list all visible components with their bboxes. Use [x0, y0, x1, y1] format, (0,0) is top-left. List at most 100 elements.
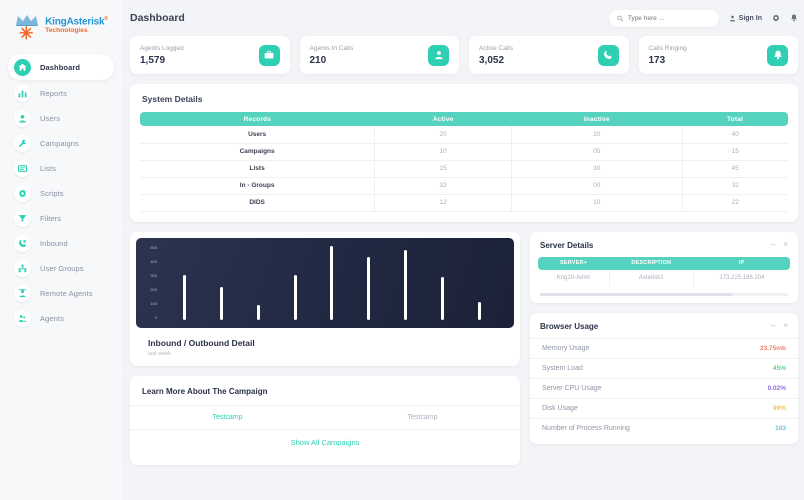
chart-bar [367, 257, 371, 320]
campaign-item-left[interactable]: Testcamp [212, 413, 243, 421]
cell-ip: 173.225.186.204 [719, 275, 765, 281]
usage-value: 0.02% [767, 384, 786, 392]
user-icon [14, 109, 31, 127]
stat-label: Agents In Calls [309, 44, 354, 52]
stat-card-calls-ringing[interactable]: Calls Ringing 173 [638, 36, 798, 74]
usage-row: Memory Usage 23.75mb [530, 337, 798, 358]
sidebar-item-users[interactable]: Users [8, 106, 114, 130]
campaigns-title: Learn More About The Campaign [142, 386, 268, 396]
browser-usage-list: Memory Usage 23.75mb System Load 45% Server … [530, 337, 798, 444]
usage-row: Server CPU Usage 0.02% [530, 377, 798, 398]
cell-total: 15 [682, 143, 788, 161]
search-box[interactable] [608, 9, 719, 27]
show-all-campaigns-link[interactable]: Show All Campaigns [130, 428, 520, 455]
column-description: DESCRIPTION [609, 256, 694, 270]
minimize-icon[interactable]: – [770, 240, 776, 249]
usage-value: 103 [775, 424, 786, 432]
sidebar-item-scripts[interactable]: Scripts [8, 181, 114, 205]
sidebar-label-campaigns: Campaigns [40, 138, 79, 148]
column-inactive: Inactive [511, 112, 682, 126]
notifications-button[interactable] [790, 14, 798, 22]
search-input[interactable] [627, 14, 711, 22]
sidebar: ✳ KingAsterisk® Technologies Dashboard R… [0, 0, 122, 500]
sidebar-item-remote-agents[interactable]: Remote Agents [8, 281, 114, 305]
table-header-row: SERVER+ DESCRIPTION IP [538, 256, 790, 270]
sidebar-item-inbound[interactable]: Inbound [8, 231, 114, 255]
stat-card-active-calls[interactable]: Active Calls 3,052 [469, 36, 629, 74]
page-title: Dashboard [130, 12, 185, 24]
users-group-icon [14, 259, 31, 277]
left-column: 500 400 300 200 100 0 Inbound / Outbound… [130, 231, 520, 465]
cell-active: 20 [374, 126, 513, 144]
bar-chart-icon [14, 84, 31, 102]
cell-total: 40 [682, 126, 788, 144]
wrench-icon [14, 134, 31, 152]
chart-bar [404, 249, 408, 320]
sidebar-item-user-groups[interactable]: User Groups [8, 256, 114, 280]
minimize-icon[interactable]: – [770, 321, 776, 330]
sidebar-item-lists[interactable]: Lists [8, 156, 114, 180]
usage-row: Disk Usage 99% [530, 397, 798, 418]
briefcase-icon [258, 44, 280, 66]
cell-inactive: 05 [511, 143, 683, 161]
home-icon [14, 58, 31, 76]
cell-record: DIDS [140, 194, 376, 212]
chart-bar [256, 304, 260, 320]
cell-server: Kng10-Admi [538, 269, 610, 287]
table-header-row: Records Active Inactive Total [140, 112, 788, 126]
settings-button[interactable] [772, 14, 780, 22]
user-badge-icon [14, 284, 31, 302]
stat-card-agents-in-calls[interactable]: Agents In Calls 210 [299, 36, 459, 74]
topbar-actions: Sign In [608, 9, 798, 27]
stat-value: 1,579 [140, 54, 166, 66]
sidebar-item-filters[interactable]: Filters [8, 206, 114, 230]
cell-active: 12 [374, 194, 513, 212]
sidebar-label-users: Users [40, 113, 61, 123]
column-records: Records [140, 112, 375, 126]
cell-record: Campaigns [140, 143, 376, 161]
cell-description: Asterisk1 [609, 269, 694, 287]
cell-total: 45 [682, 160, 788, 178]
cell-record: In - Groups [140, 177, 376, 195]
column-total: Total [682, 112, 788, 126]
agents-icon [14, 309, 31, 327]
server-details-title: Server Details [540, 240, 594, 250]
sidebar-label-reports: Reports [40, 88, 67, 98]
system-details-title: System Details [142, 94, 203, 104]
scrollbar-thumb[interactable] [540, 292, 734, 296]
sidebar-label-lists: Lists [40, 163, 56, 173]
stat-card-agents-logged[interactable]: Agents Logged 1,579 [130, 36, 290, 74]
stat-cards: Agents Logged 1,579 Agents In Calls 210 [130, 36, 798, 74]
sidebar-label-user-groups: User Groups [40, 263, 84, 273]
close-icon[interactable]: × [783, 321, 788, 330]
brand-logo[interactable]: ✳ KingAsterisk® Technologies [0, 6, 122, 46]
campaign-row: Testcamp Testcamp [130, 404, 520, 429]
chart-bar [441, 276, 445, 320]
y-tick: 300 [150, 272, 157, 278]
campaign-item-right[interactable]: Testcamp [407, 413, 438, 421]
phone-incoming-icon [14, 234, 31, 252]
right-column: Server Details – × SERVER+ [530, 231, 798, 444]
sidebar-label-scripts: Scripts [40, 188, 64, 198]
main-area: Dashboard Sign In [122, 0, 804, 500]
horizontal-scrollbar[interactable] [540, 292, 788, 296]
column-server[interactable]: SERVER+ [538, 256, 610, 270]
lower-section: 500 400 300 200 100 0 Inbound / Outbound… [130, 231, 798, 465]
system-details-panel: System Details Records Active Inactive T… [130, 84, 798, 222]
server-details-actions: – × [771, 241, 788, 249]
sidebar-item-agents[interactable]: Agents [8, 306, 114, 330]
sidebar-item-dashboard[interactable]: Dashboard [8, 54, 114, 80]
sidebar-label-filters: Filters [40, 213, 62, 223]
sign-in-label: Sign In [738, 14, 762, 22]
sign-in-button[interactable]: Sign In [729, 15, 762, 22]
crown-asterisk-icon: ✳ [14, 13, 42, 42]
phone-icon [597, 44, 619, 66]
close-icon[interactable]: × [783, 240, 788, 249]
sidebar-label-dashboard: Dashboard [40, 62, 81, 72]
sidebar-item-campaigns[interactable]: Campaigns [8, 131, 114, 155]
server-details-table-wrap: SERVER+ DESCRIPTION IP Kng10-Admi Asteri… [530, 256, 798, 293]
sidebar-item-reports[interactable]: Reports [8, 81, 114, 105]
sidebar-label-remote-agents: Remote Agents [40, 288, 93, 298]
search-icon [616, 15, 623, 21]
